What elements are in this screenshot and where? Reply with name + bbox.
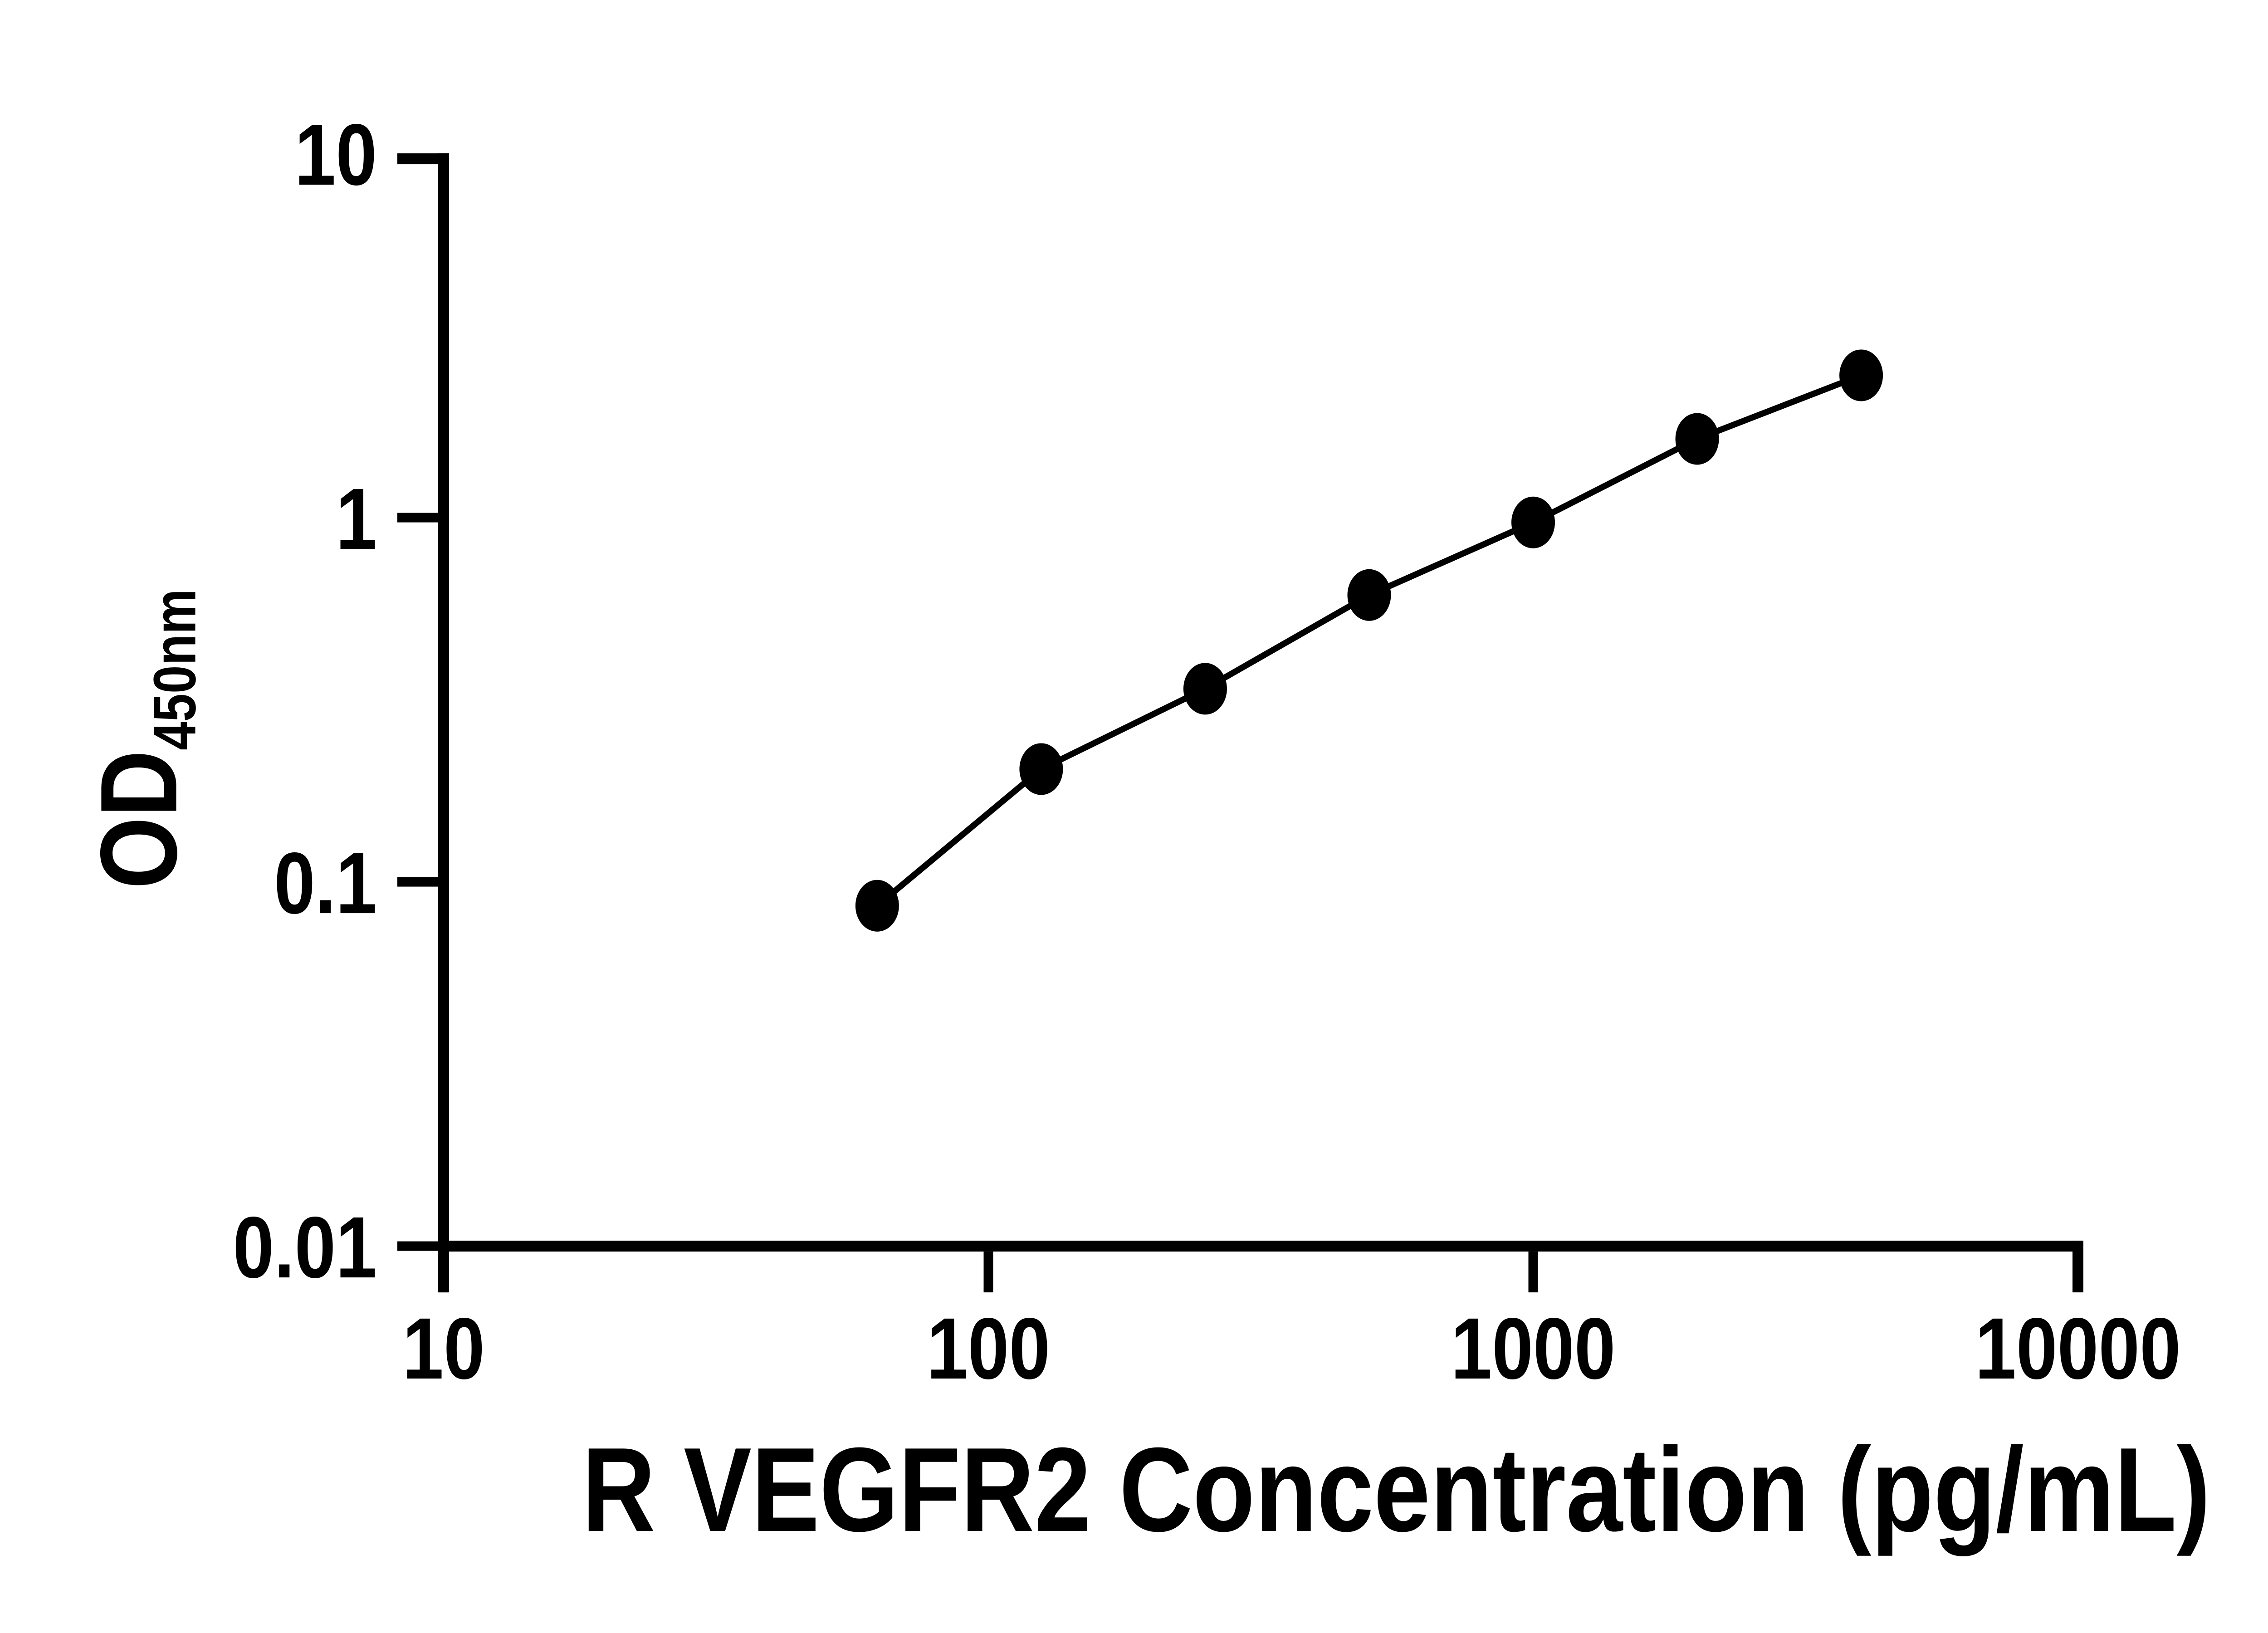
data-point-marker: [1675, 413, 1719, 465]
x-tick: [439, 1252, 449, 1293]
y-tick-label: 0.01: [233, 1199, 377, 1296]
y-tick-label: 0.1: [274, 835, 377, 932]
x-tick-label: 10: [402, 1300, 485, 1397]
x-tick-label: 100: [927, 1300, 1050, 1397]
x-tick: [983, 1252, 993, 1293]
data-point-marker: [855, 880, 899, 932]
data-point-marker: [1511, 496, 1555, 548]
y-tick: [397, 513, 438, 523]
y-tick: [397, 877, 438, 887]
y-axis-line: [438, 153, 449, 1293]
y-tick-label: 1: [336, 470, 377, 567]
x-axis-title-text: R VEGFR2 Concentration (pg/mL): [582, 1422, 2211, 1557]
data-point-marker: [1839, 349, 1883, 401]
y-axis-title-main: OD: [78, 750, 200, 889]
y-tick-label: 10: [294, 106, 377, 203]
x-axis-title: R VEGFR2 Concentration (pg/mL): [438, 1430, 2210, 1550]
x-tick-label: 1000: [1451, 1300, 1615, 1397]
data-point-marker: [1019, 743, 1063, 795]
y-axis-title: OD450nm: [78, 562, 209, 915]
x-tick-label: 10000: [1975, 1300, 2181, 1397]
y-axis-title-subscript: 450nm: [142, 589, 209, 750]
y-tick: [397, 1241, 438, 1251]
x-tick: [1528, 1252, 1538, 1293]
x-tick: [2072, 1241, 2083, 1293]
y-tick: [397, 153, 449, 165]
data-point-marker: [1183, 663, 1227, 715]
data-point-marker: [1347, 569, 1391, 621]
x-axis-line: [438, 1241, 2083, 1252]
